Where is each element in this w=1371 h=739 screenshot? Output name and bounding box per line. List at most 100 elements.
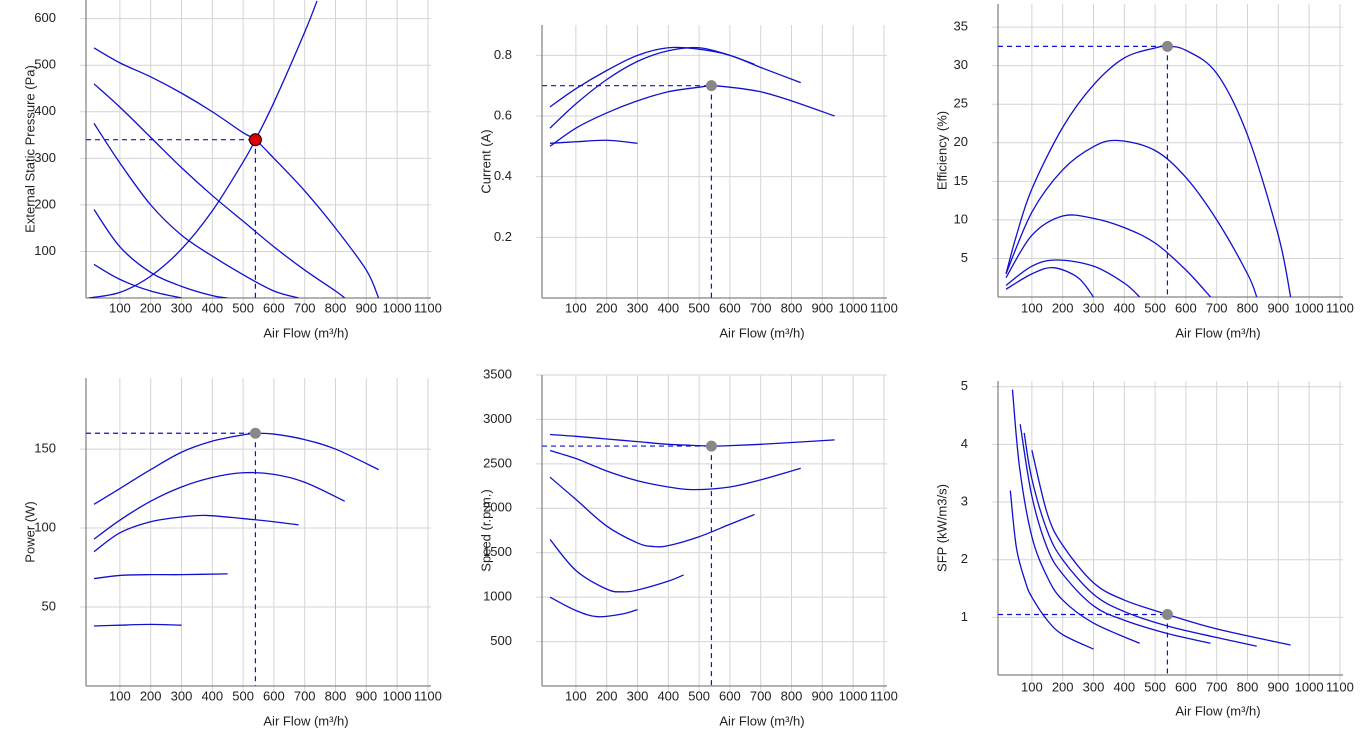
- x-tick-label: 300: [1083, 679, 1105, 694]
- y-axis-label: Speed (r.p.m.): [478, 489, 493, 571]
- x-axis-label: Air Flow (m³/h): [719, 713, 804, 728]
- operating-point: [705, 440, 717, 452]
- y-tick-label: 0.2: [494, 229, 512, 244]
- x-tick-label: 700: [750, 688, 772, 703]
- x-tick-label: 900: [355, 300, 377, 315]
- x-tick-label: 1100: [1326, 679, 1354, 694]
- x-tick-label: 1100: [870, 688, 898, 703]
- x-tick-label: 300: [627, 300, 649, 315]
- y-tick-label: 2: [961, 551, 968, 566]
- plot: [93, 432, 379, 627]
- operating-point: [249, 427, 261, 439]
- y-tick-label: 0.4: [494, 168, 512, 183]
- y-axis-label: External Static Pressure (Pa): [22, 65, 37, 233]
- operating-point: [1161, 608, 1173, 620]
- x-tick-label: 900: [1267, 300, 1289, 315]
- curve: [1005, 259, 1141, 297]
- y-tick-label: 30: [954, 57, 968, 72]
- x-tick-label: 700: [750, 300, 772, 315]
- curve: [549, 449, 801, 491]
- curve: [93, 209, 228, 298]
- y-tick-label: 5: [961, 250, 968, 265]
- x-tick-label: 100: [565, 688, 587, 703]
- y-tick-label: 100: [34, 519, 56, 534]
- plot: [88, 0, 380, 298]
- x-tick-label: 500: [232, 688, 254, 703]
- x-tick-label: 1000: [383, 688, 412, 703]
- x-tick-label: 200: [140, 688, 162, 703]
- curve: [93, 432, 379, 505]
- curve: [93, 123, 299, 298]
- x-tick-label: 600: [1175, 300, 1197, 315]
- y-tick-label: 10: [954, 211, 968, 226]
- y-tick-label: 0.8: [494, 47, 512, 62]
- y-tick-label: 1000: [483, 589, 512, 604]
- operating-point: [1161, 40, 1173, 52]
- x-tick-label: 200: [140, 300, 162, 315]
- x-tick-label: 600: [719, 688, 741, 703]
- y-tick-label: 2000: [483, 500, 512, 515]
- curve: [93, 83, 346, 298]
- curve: [93, 471, 346, 540]
- x-tick-label: 400: [201, 688, 223, 703]
- x-tick-label: 500: [1144, 679, 1166, 694]
- x-tick-label: 400: [1113, 300, 1135, 315]
- x-tick-label: 100: [1021, 679, 1043, 694]
- curve: [549, 46, 801, 108]
- x-axis-label: Air Flow (m³/h): [719, 325, 804, 340]
- x-tick-label: 1100: [1326, 300, 1354, 315]
- curve: [549, 476, 755, 548]
- y-axis-label: SFP (kW/m3/s): [934, 484, 949, 572]
- x-tick-label: 600: [263, 300, 285, 315]
- x-axis-label: Air Flow (m³/h): [1175, 325, 1260, 340]
- y-tick-label: 50: [42, 598, 56, 613]
- x-tick-label: 200: [1052, 679, 1074, 694]
- plot: [1009, 389, 1291, 650]
- curve: [1005, 45, 1292, 297]
- y-tick-label: 4: [961, 436, 968, 451]
- x-tick-label: 800: [781, 688, 803, 703]
- y-tick-label: 100: [34, 243, 56, 258]
- y-tick-label: 3000: [483, 411, 512, 426]
- y-tick-label: 150: [34, 441, 56, 456]
- y-tick-label: 15: [954, 173, 968, 188]
- x-tick-label: 800: [1237, 679, 1259, 694]
- x-tick-label: 100: [109, 300, 131, 315]
- curve: [549, 85, 835, 147]
- x-tick-label: 700: [1206, 679, 1228, 694]
- curve: [1019, 424, 1211, 644]
- plot: [549, 46, 835, 147]
- x-tick-label: 700: [1206, 300, 1228, 315]
- y-tick-label: 35: [954, 19, 968, 34]
- curve: [93, 514, 299, 553]
- x-tick-label: 700: [294, 300, 316, 315]
- y-tick-label: 1500: [483, 544, 512, 559]
- x-tick-label: 800: [781, 300, 803, 315]
- y-tick-label: 500: [490, 633, 512, 648]
- y-tick-label: 3: [961, 493, 968, 508]
- curve: [1011, 389, 1140, 644]
- y-tick-label: 5: [961, 378, 968, 393]
- x-tick-label: 200: [596, 688, 618, 703]
- x-tick-label: 400: [1113, 679, 1135, 694]
- x-axis-label: Air Flow (m³/h): [263, 325, 348, 340]
- operating-point: [705, 80, 717, 92]
- curve: [549, 538, 684, 593]
- curve: [93, 623, 182, 627]
- y-tick-label: 3500: [483, 366, 512, 381]
- plot: [1005, 45, 1292, 297]
- x-tick-label: 1000: [383, 300, 412, 315]
- y-tick-label: 500: [34, 57, 56, 72]
- y-axis-label: Current (A): [478, 129, 493, 193]
- x-tick-label: 500: [688, 300, 710, 315]
- y-axis-label: Efficiency (%): [934, 111, 949, 190]
- x-tick-label: 100: [1021, 300, 1043, 315]
- x-tick-label: 300: [1083, 300, 1105, 315]
- x-tick-label: 300: [171, 300, 193, 315]
- x-tick-label: 200: [1052, 300, 1074, 315]
- curve: [1005, 139, 1258, 297]
- x-tick-label: 900: [811, 300, 833, 315]
- y-axis-label: Power (W): [22, 501, 37, 562]
- x-tick-label: 100: [109, 688, 131, 703]
- curve: [1031, 450, 1291, 646]
